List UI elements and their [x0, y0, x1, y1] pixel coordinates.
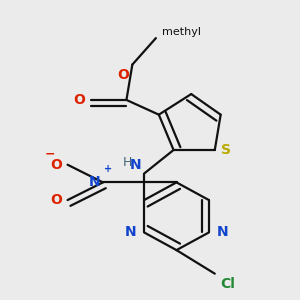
Text: N: N [125, 225, 137, 239]
Text: S: S [221, 143, 231, 157]
Text: O: O [50, 193, 62, 207]
Text: +: + [104, 164, 112, 174]
Text: N: N [130, 158, 141, 172]
Text: O: O [50, 158, 62, 172]
Text: O: O [73, 93, 85, 107]
Text: N: N [216, 225, 228, 239]
Text: methyl: methyl [162, 27, 201, 37]
Text: H: H [123, 156, 132, 169]
Text: N: N [88, 176, 100, 189]
Text: −: − [45, 147, 55, 160]
Text: O: O [118, 68, 129, 82]
Text: Cl: Cl [221, 277, 236, 291]
